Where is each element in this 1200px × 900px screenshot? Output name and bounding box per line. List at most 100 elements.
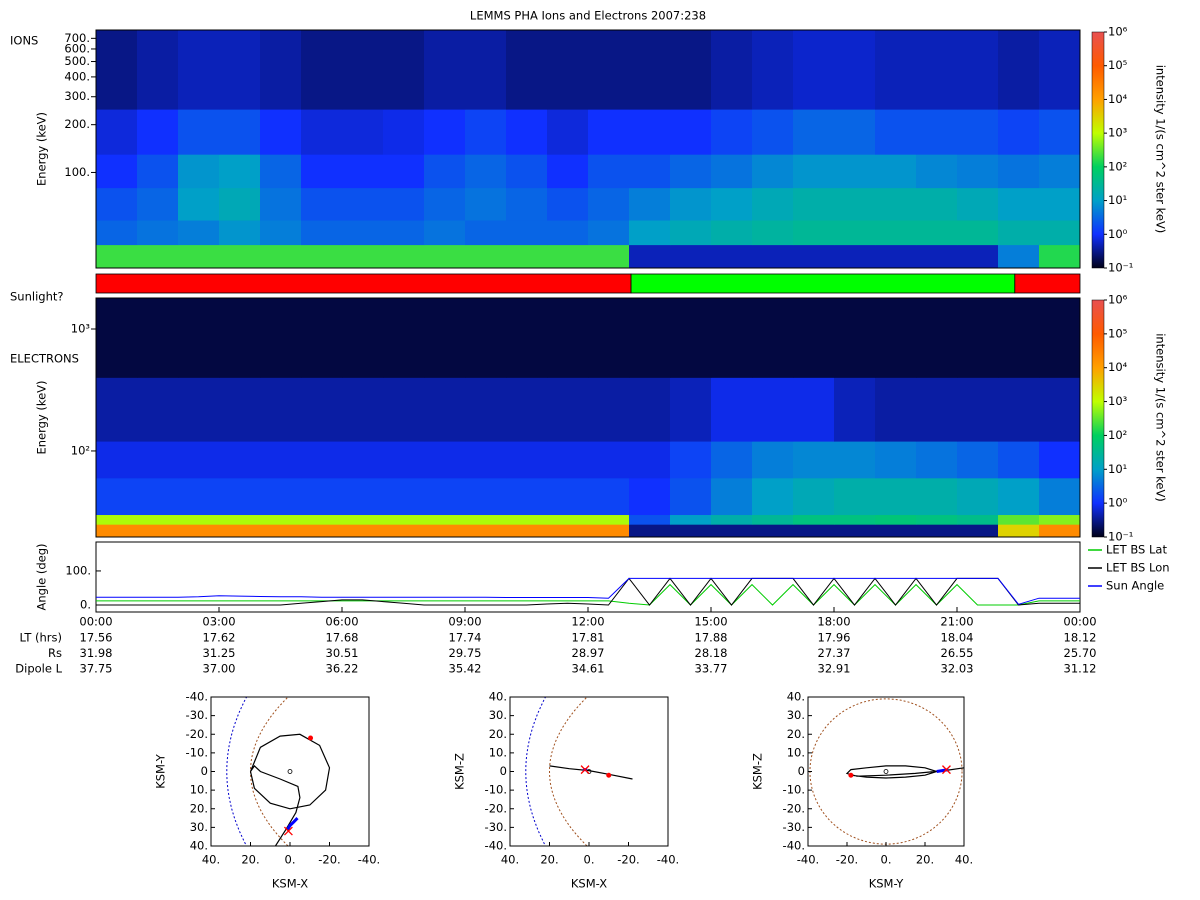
heatmap-cell <box>342 478 384 516</box>
heatmap-cell <box>629 524 671 538</box>
x-axis-label: KSM-X <box>571 877 607 891</box>
y-tick-label: 300. <box>64 89 90 103</box>
heatmap-cell <box>916 187 958 221</box>
heatmap-cell <box>506 441 548 479</box>
x-tick-label: -20. <box>318 853 340 867</box>
heatmap-cell <box>301 441 343 479</box>
x-tick-label: 12:00 <box>571 615 604 629</box>
heatmap-cell <box>137 187 179 221</box>
y-tick-label: 0 <box>201 764 208 778</box>
heatmap-cell <box>834 30 876 110</box>
heatmap-cell <box>96 109 138 155</box>
heatmap-cell <box>342 244 384 269</box>
heatmap-cell <box>834 187 876 221</box>
y-axis-label: Energy (keV) <box>35 380 49 454</box>
colorbar <box>1091 31 1105 269</box>
marker-cross <box>580 765 590 775</box>
trajectory <box>249 733 331 846</box>
ephemeris-value: 30.51 <box>326 646 359 660</box>
y-tick-label: -40. <box>186 690 208 704</box>
heatmap-cell <box>301 524 343 538</box>
heatmap-cell <box>342 514 384 525</box>
heatmap-cell <box>506 377 548 442</box>
heatmap-cell <box>998 220 1040 246</box>
heatmap-cell <box>588 154 630 189</box>
y-axis-label: KSM-Z <box>751 753 765 790</box>
marker-dot <box>848 772 854 778</box>
heatmap-cell <box>137 514 179 525</box>
heatmap-cell <box>875 524 917 538</box>
heatmap-cell <box>219 478 261 516</box>
heatmap-cell <box>383 514 425 525</box>
colorbar-tick-label: 10² <box>1108 428 1127 442</box>
colorbar-tick-label: 10⁴ <box>1108 360 1128 374</box>
colorbar-tick-label: 10⁰ <box>1108 496 1128 510</box>
heatmap-cell <box>670 441 712 479</box>
heatmap-cell <box>752 377 794 442</box>
heatmap-cell <box>301 30 343 110</box>
heatmap-cell <box>96 298 138 378</box>
heatmap-cell <box>670 220 712 246</box>
heatmap-cell <box>957 441 999 479</box>
heatmap-cell <box>96 30 138 110</box>
colorbar-tick-label: 10¹ <box>1108 193 1127 207</box>
plot-frame <box>95 29 1081 269</box>
heatmap-cell <box>875 30 917 110</box>
colorbar-tick-label: 10⁻¹ <box>1108 530 1133 544</box>
heatmap-cell <box>875 478 917 516</box>
heatmap-cell <box>383 478 425 516</box>
ephemeris-value: 31.12 <box>1064 662 1097 676</box>
heatmap-cell <box>178 109 220 155</box>
heatmap-cell <box>752 441 794 479</box>
heatmap-cell <box>547 220 589 246</box>
heatmap-cell <box>793 514 835 525</box>
y-tick-label: 500. <box>64 54 90 68</box>
heatmap-cell <box>137 244 179 269</box>
heatmap-cell <box>506 30 548 110</box>
heatmap-cell <box>752 514 794 525</box>
heatmap-cell <box>834 478 876 516</box>
y-tick-label: 0 <box>798 764 805 778</box>
heatmap-cell <box>96 441 138 479</box>
heatmap-cell <box>424 478 466 516</box>
heatmap-cell <box>1039 441 1081 479</box>
heatmap-cell <box>96 154 138 189</box>
plot-area <box>95 541 1081 613</box>
panel-label: Sunlight? <box>10 290 63 304</box>
trajectory <box>549 765 633 780</box>
heatmap-cell <box>629 187 671 221</box>
ephemeris-value: 32.91 <box>818 662 851 676</box>
heatmap-cell <box>465 30 507 110</box>
heatmap-cell <box>916 244 958 269</box>
heatmap-cell <box>383 377 425 442</box>
heatmap-cell <box>588 478 630 516</box>
ephemeris-label: Dipole L <box>15 662 62 676</box>
heatmap-cell <box>383 244 425 269</box>
heatmap-cell <box>834 377 876 442</box>
heatmap-cell <box>793 220 835 246</box>
heatmap-cell <box>260 478 302 516</box>
x-axis-label: KSM-Y <box>869 877 905 891</box>
ephemeris-value: 32.03 <box>941 662 974 676</box>
heatmap-cell <box>752 109 794 155</box>
heatmap-cell <box>342 187 384 221</box>
y-tick-label: 200. <box>64 117 90 131</box>
heatmap-cell <box>301 220 343 246</box>
ephemeris-value: 17.68 <box>326 631 359 645</box>
heatmap-cell <box>793 109 835 155</box>
x-tick-label: 20. <box>241 853 259 867</box>
heatmap-cell <box>629 478 671 516</box>
heatmap-cell <box>998 298 1040 378</box>
heatmap-cell <box>219 524 261 538</box>
heatmap-cell <box>383 154 425 189</box>
heatmap-cell <box>957 514 999 525</box>
heatmap-cell <box>301 298 343 378</box>
y-tick-label: 400. <box>64 69 90 83</box>
heatmap-cell <box>957 30 999 110</box>
heatmap-cell <box>1039 244 1081 269</box>
heatmap-cell <box>1039 514 1081 525</box>
y-axis-label: Angle (deg) <box>35 543 49 610</box>
ephemeris-value: 35.42 <box>449 662 482 676</box>
y-tick-label: 30. <box>787 708 805 722</box>
plot-frame <box>95 297 1081 538</box>
